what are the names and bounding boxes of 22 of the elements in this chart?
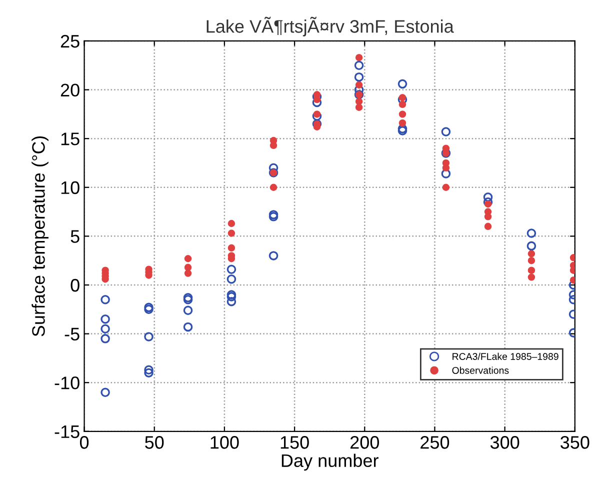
y-tick-label: 20 (60, 84, 80, 96)
x-tick-label: 0 (80, 436, 89, 449)
y-tick-label: -10 (54, 376, 80, 390)
y-tick-label: 0 (70, 278, 80, 292)
x-tick-label: 150 (280, 436, 309, 449)
legend-label: RCA3/FLake 1985–1989 (452, 352, 558, 360)
x-tick-label: 200 (350, 436, 379, 449)
x-tick-label: 100 (210, 436, 239, 449)
x-axis-title: Day number (282, 454, 378, 471)
x-tick-label: 50 (145, 436, 164, 449)
y-tick-label: 25 (60, 34, 80, 48)
x-tick-label: 250 (420, 436, 450, 449)
y-tick-label: -15 (54, 426, 80, 438)
x-tick-label: 300 (490, 436, 520, 449)
y-tick-label: -5 (64, 328, 80, 341)
y-tick-label: 5 (70, 230, 80, 243)
y-axis-title: Surface temperature (°C) (32, 136, 48, 336)
chart-title: Lake VÃ¶rtsjÃ¤rv 3mF, Estonia (206, 16, 454, 36)
x-tick-label: 350 (560, 436, 590, 449)
y-tick-label: 15 (61, 132, 80, 146)
legend-label: Observations (452, 366, 509, 374)
y-tick-label: 10 (61, 181, 80, 194)
